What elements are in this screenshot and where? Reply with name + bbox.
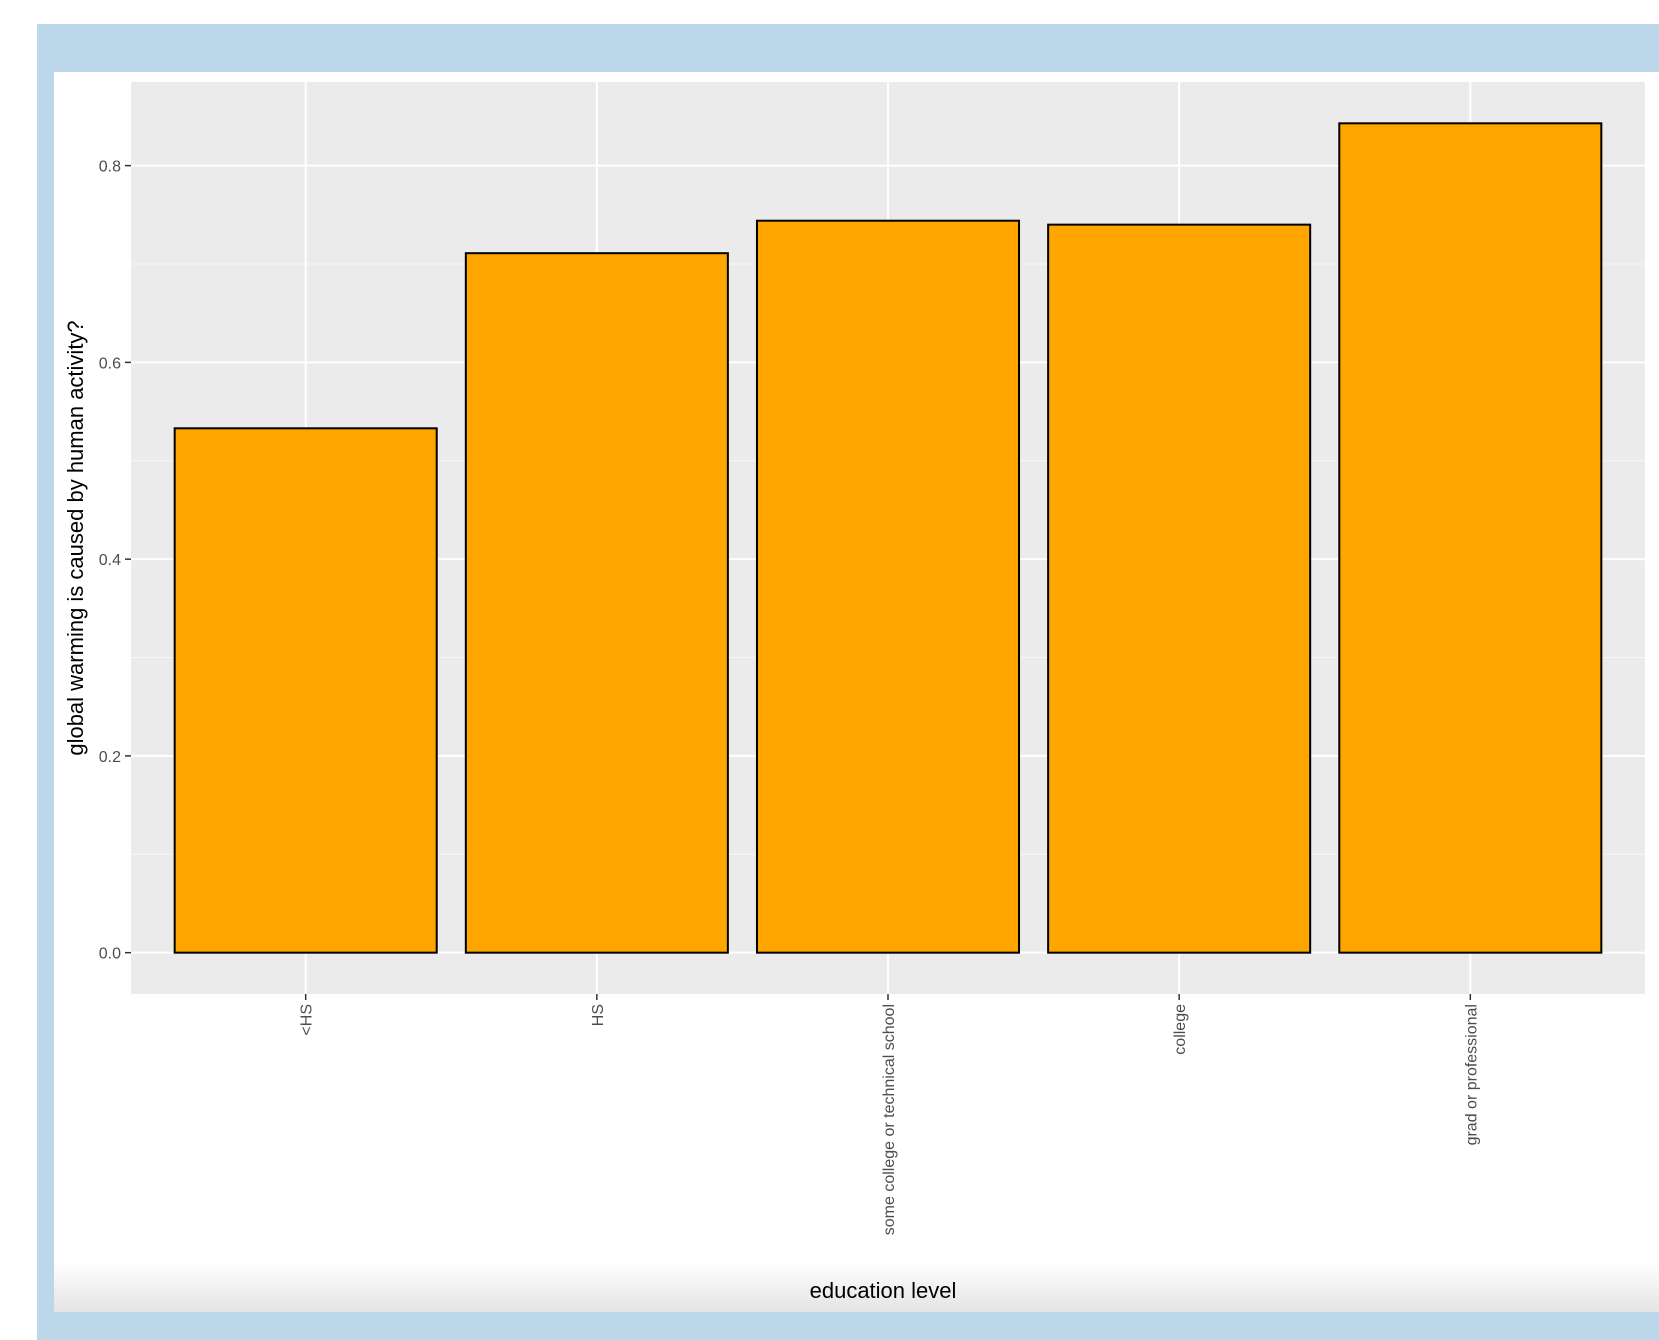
bar: [755, 219, 1021, 954]
x-axis: <HS HS some college or technical school col…: [299, 994, 1480, 1235]
x-tick-label: <HS: [299, 1004, 316, 1036]
y-axis: 0.0 0.2 0.4 0.6 0.8: [99, 159, 131, 963]
y-tick-label: 0.2: [99, 749, 121, 766]
x-tick-label: grad or professional: [1463, 1004, 1480, 1145]
y-tick-label: 0.6: [99, 355, 121, 372]
y-tick-label: 0.0: [99, 946, 121, 963]
x-axis-title: education level: [810, 1278, 957, 1303]
y-tick-label: 0.4: [99, 552, 121, 569]
y-tick-label: 0.8: [99, 159, 121, 176]
bar: [464, 252, 729, 954]
plot-card-shadow: [54, 1262, 1659, 1312]
y-axis-title: global warming is caused by human activi…: [63, 320, 88, 755]
x-tick-label: college: [1172, 1004, 1189, 1055]
bar: [1338, 122, 1603, 954]
bar: [173, 427, 438, 954]
bars: [173, 122, 1603, 954]
x-tick-label: HS: [590, 1004, 607, 1026]
bar: [1047, 223, 1312, 954]
x-tick-label: some college or technical school: [881, 1004, 898, 1235]
